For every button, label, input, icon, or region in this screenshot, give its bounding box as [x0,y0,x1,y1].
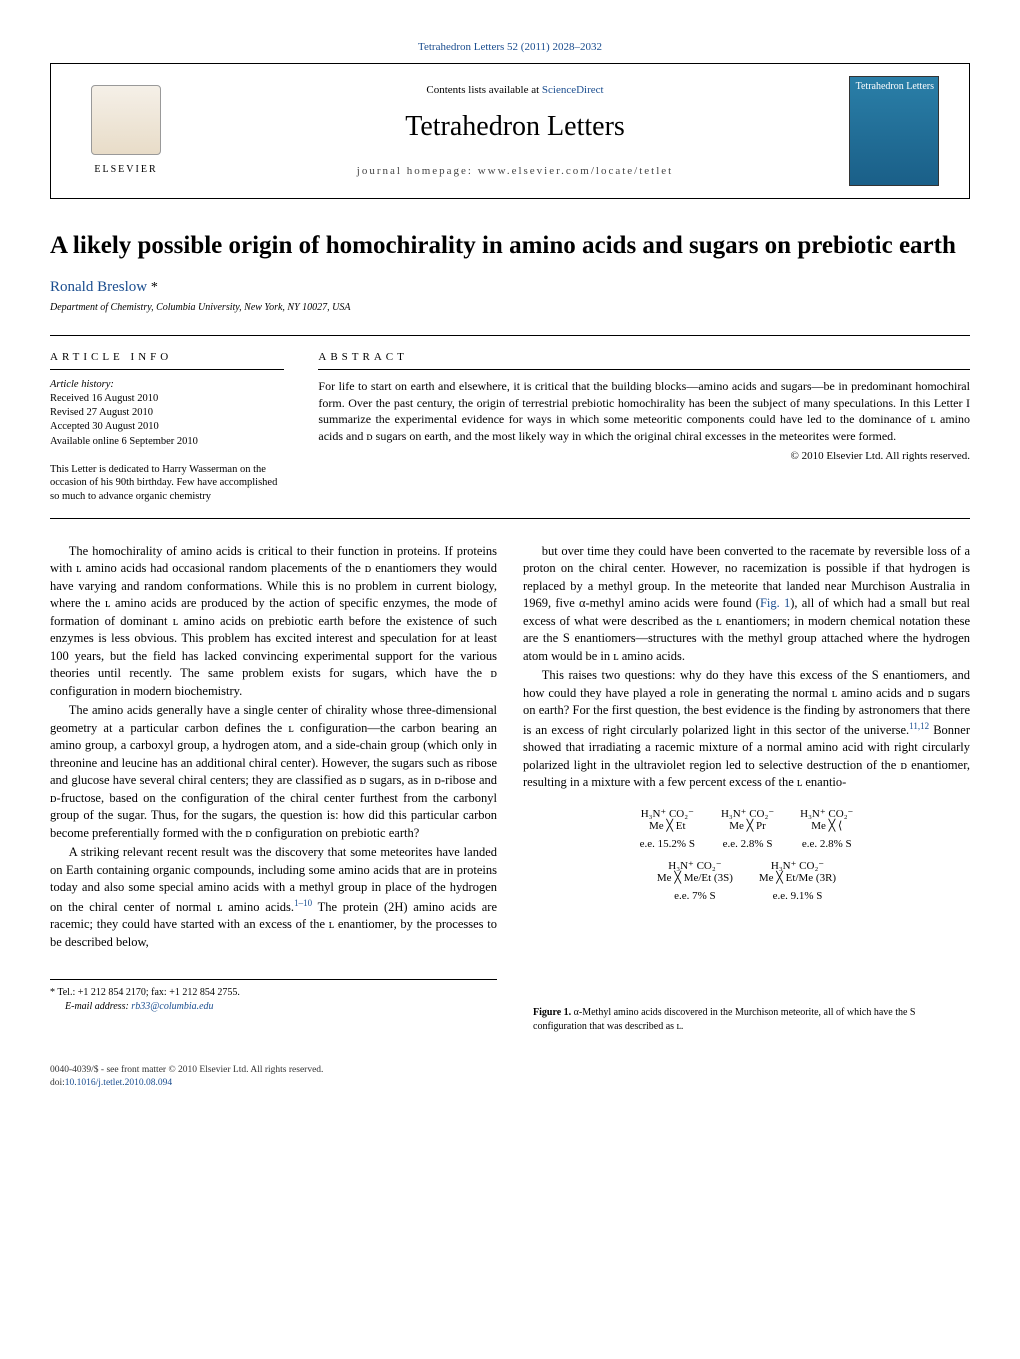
p5a: This raises two questions: why do they h… [523,668,970,737]
para-4: but over time they could have been conve… [523,543,970,666]
abstract: ABSTRACT For life to start on earth and … [298,336,970,518]
author-text: Ronald Breslow [50,279,147,295]
chem-row-1: H₃N⁺ CO₂⁻ Me ╳ Et e.e. 15.2% S H₃N⁺ CO₂⁻… [597,808,897,850]
masthead-center: Contents lists available at ScienceDirec… [181,83,849,178]
info-abstract-row: ARTICLE INFO Article history: Received 1… [50,335,970,519]
chem-2-mid: Me ╳ Pr [721,820,774,832]
online-date: Available online 6 September 2010 [50,435,284,449]
abstract-heading: ABSTRACT [318,350,970,370]
accepted-date: Accepted 30 August 2010 [50,420,284,434]
ref-1-10[interactable]: 1–10 [294,898,312,908]
para-1: The homochirality of amino acids is crit… [50,543,497,701]
author-name: Ronald Breslow * [50,277,970,298]
masthead: ELSEVIER Contents lists available at Sci… [50,63,970,199]
issn-line: 0040-4039/$ - see front matter © 2010 El… [50,1064,970,1077]
doi-line: doi:10.1016/j.tetlet.2010.08.094 [50,1077,970,1090]
fig1-ref[interactable]: Fig. 1 [760,596,790,610]
header-citation: Tetrahedron Letters 52 (2011) 2028–2032 [50,40,970,55]
fig-cap-text: α-Methyl amino acids discovered in the M… [533,1007,915,1032]
chem-row-2: H₃N⁺ CO₂⁻ Me ╳ Me/Et (3S) e.e. 7% S H₃N⁺… [597,860,897,902]
chem-1-mid: Me ╳ Et [640,820,695,832]
abstract-copyright: © 2010 Elsevier Ltd. All rights reserved… [318,449,970,464]
email-line: E-mail address: rb33@columbia.edu [50,1000,497,1014]
para-3: A striking relevant recent result was th… [50,844,497,951]
fig-lead: Figure 1. [533,1007,571,1018]
revised-date: Revised 27 August 2010 [50,406,284,420]
journal-homepage[interactable]: journal homepage: www.elsevier.com/locat… [181,164,849,179]
chem-4-top: H₃N⁺ CO₂⁻ [657,860,733,872]
chem-5-mid: Me ╳ Et/Me (3R) [759,872,836,884]
chem-3-ee: e.e. 2.8% S [800,838,853,850]
sciencedirect-link[interactable]: ScienceDirect [542,84,604,96]
chem-4: H₃N⁺ CO₂⁻ Me ╳ Me/Et (3S) e.e. 7% S [657,860,733,902]
history-label: Article history: [50,378,284,392]
journal-title: Tetrahedron Letters [181,108,849,146]
cover-label: Tetrahedron Letters [856,81,934,92]
figure-1-caption: Figure 1. α-Methyl amino acids discovere… [523,1006,970,1034]
chem-3: H₃N⁺ CO₂⁻ Me ╳ ⟨ e.e. 2.8% S [800,808,853,850]
journal-cover-thumb: Tetrahedron Letters [849,76,939,186]
para-2: The amino acids generally have a single … [50,702,497,842]
abstract-text: For life to start on earth and elsewhere… [318,378,970,445]
received-date: Received 16 August 2010 [50,392,284,406]
publisher-block: ELSEVIER [71,85,181,177]
corresponding-star: * [151,280,158,295]
ref-11-12[interactable]: 11,12 [909,721,929,731]
body-columns: The homochirality of amino acids is crit… [50,543,970,1034]
article-info-heading: ARTICLE INFO [50,350,284,370]
affiliation: Department of Chemistry, Columbia Univer… [50,301,970,315]
cover-block: Tetrahedron Letters [849,76,949,186]
chem-2-top: H₃N⁺ CO₂⁻ [721,808,774,820]
email-label: E-mail address: [65,1001,131,1012]
contents-text: Contents lists available at [426,84,539,96]
figure-1-structures: H₃N⁺ CO₂⁻ Me ╳ Et e.e. 15.2% S H₃N⁺ CO₂⁻… [597,808,897,998]
chem-2-ee: e.e. 2.8% S [721,838,774,850]
contents-line: Contents lists available at ScienceDirec… [181,83,849,98]
chem-1-top: H₃N⁺ CO₂⁻ [640,808,695,820]
chem-5: H₃N⁺ CO₂⁻ Me ╳ Et/Me (3R) e.e. 9.1% S [759,860,836,902]
chem-4-mid: Me ╳ Me/Et (3S) [657,872,733,884]
doi-label: doi: [50,1078,65,1088]
chem-2: H₃N⁺ CO₂⁻ Me ╳ Pr e.e. 2.8% S [721,808,774,850]
footnote-tel: Tel.: +1 212 854 2170; fax: +1 212 854 2… [55,987,240,998]
chem-5-ee: e.e. 9.1% S [759,890,836,902]
article-info: ARTICLE INFO Article history: Received 1… [50,336,298,518]
chem-5-top: H₃N⁺ CO₂⁻ [759,860,836,872]
corresponding-footnote: * Tel.: +1 212 854 2170; fax: +1 212 854… [50,986,497,1000]
elsevier-tree-icon [91,85,161,155]
doi-link[interactable]: 10.1016/j.tetlet.2010.08.094 [65,1078,172,1088]
chem-4-ee: e.e. 7% S [657,890,733,902]
article-title: A likely possible origin of homochiralit… [50,229,970,263]
para-5: This raises two questions: why do they h… [523,667,970,792]
publisher-name: ELSEVIER [71,163,181,177]
chem-1-ee: e.e. 15.2% S [640,838,695,850]
chem-1: H₃N⁺ CO₂⁻ Me ╳ Et e.e. 15.2% S [640,808,695,850]
figure-1: H₃N⁺ CO₂⁻ Me ╳ Et e.e. 15.2% S H₃N⁺ CO₂⁻… [523,808,970,1034]
email-link[interactable]: rb33@columbia.edu [131,1001,213,1012]
chem-3-mid: Me ╳ ⟨ [800,820,853,832]
bottom-matter: 0040-4039/$ - see front matter © 2010 El… [50,1064,970,1090]
chem-3-top: H₃N⁺ CO₂⁻ [800,808,853,820]
dedication: This Letter is dedicated to Harry Wasser… [50,463,284,504]
footnote: * Tel.: +1 212 854 2170; fax: +1 212 854… [50,979,497,1014]
